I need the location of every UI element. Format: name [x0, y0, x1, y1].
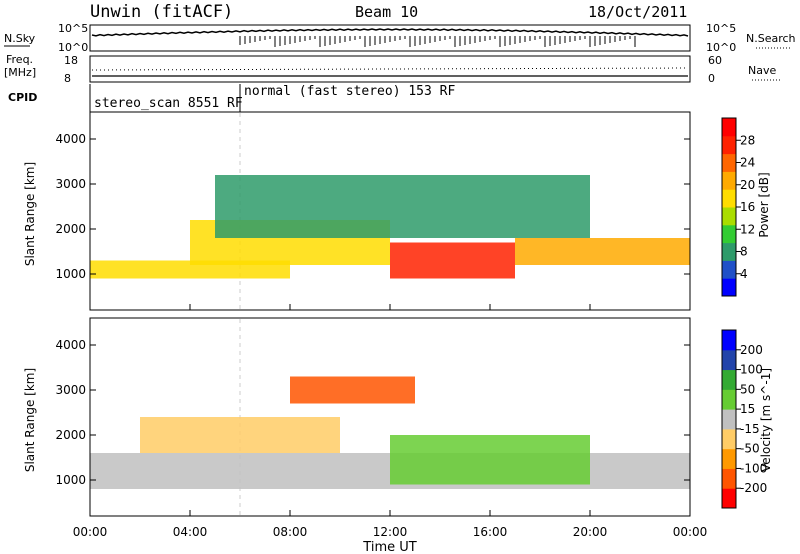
colorbar-tick-label: 200 — [740, 343, 763, 357]
nsky-tick-low: 10^0 — [58, 41, 88, 54]
nsky-frame — [89, 24, 691, 52]
colorbar-swatch — [722, 409, 736, 430]
nsky-label: N.Sky — [4, 32, 36, 45]
power-data-layer — [90, 113, 690, 309]
y-tick-label: 1000 — [55, 473, 86, 487]
colorbar-tick-label: 24 — [740, 156, 755, 170]
colorbar-tick-label: -100 — [740, 461, 767, 475]
colorbar-swatch — [722, 468, 736, 489]
y-tick-label: 2000 — [55, 428, 86, 442]
colorbar-tick-label: -15 — [740, 422, 760, 436]
nsearch-tick-high: 10^5 — [706, 22, 736, 35]
nave-tick-high: 60 — [708, 54, 722, 67]
colorbar-swatch — [722, 349, 736, 371]
colorbar-swatch — [722, 330, 736, 351]
nsky-tick-high: 10^5 — [58, 22, 88, 35]
cpid-segment-1: stereo_scan 8551 RF — [94, 96, 243, 111]
colorbar-tick-label: 100 — [740, 363, 763, 377]
cpid-label: CPID — [8, 91, 37, 104]
velocity-ylabel: Slant Range [km] — [23, 368, 37, 472]
power-panel: 1000 2000 3000 4000 Slant Range [km] 28 24 20… — [23, 111, 771, 311]
nave-label: Nave — [748, 64, 776, 77]
colorbar-swatch — [722, 389, 736, 410]
velocity-region — [140, 417, 340, 453]
colorbar-tick-label: -200 — [740, 481, 767, 495]
colorbar-swatch — [722, 153, 736, 172]
power-ylabel: Slant Range [km] — [23, 162, 37, 266]
power-region — [215, 175, 590, 238]
velocity-y-axis: 1000 2000 3000 4000 — [55, 338, 690, 487]
nsky-panel: N.Sky 10^5 10^0 10^5 10^0 N.Search — [4, 22, 796, 54]
cpid-panel: CPID stereo_scan 8551 RF normal (fast st… — [8, 84, 455, 112]
power-colorbar: 28 24 20 16 12 8 4 — [721, 117, 755, 297]
power-colorbar-label: Power [dB] — [757, 172, 771, 237]
colorbar-tick-label: 50 — [740, 382, 755, 396]
velocity-panel: 1000 2000 3000 4000 Slant Range [km] 200 100… — [23, 317, 773, 517]
colorbar-swatch — [722, 224, 736, 244]
cpid-segment-2: normal (fast stereo) 153 RF — [244, 84, 455, 99]
colorbar-swatch — [722, 135, 736, 155]
power-region — [515, 238, 690, 265]
y-tick-label: 3000 — [55, 383, 86, 397]
y-tick-label: 1000 — [55, 267, 86, 281]
velocity-data-layer — [90, 319, 690, 515]
colorbar-tick-label: 28 — [740, 133, 755, 147]
nave-tick-low: 0 — [708, 72, 715, 85]
x-tick-label: 04:00 — [173, 525, 208, 539]
freq-unit: [MHz] — [4, 66, 36, 79]
colorbar-tick-label: 16 — [740, 200, 755, 214]
y-tick-label: 2000 — [55, 222, 86, 236]
colorbar-tick-label: 8 — [740, 245, 748, 259]
colorbar-swatch — [722, 428, 736, 450]
colorbar-swatch — [722, 189, 736, 208]
station-title: Unwin (fitACF) — [90, 2, 233, 22]
x-axis: 00:00 04:00 08:00 12:00 16:00 20:00 00:00 — [73, 304, 708, 539]
colorbar-swatch — [722, 369, 736, 390]
power-y-axis: 1000 2000 3000 4000 — [55, 132, 690, 281]
nave-trace — [91, 67, 689, 71]
colorbar-frame — [721, 329, 737, 509]
freq-label: Freq. — [6, 53, 33, 66]
x-tick-label: 08:00 — [273, 525, 308, 539]
colorbar-tick-label: 12 — [740, 222, 755, 236]
x-tick-label: 12:00 — [373, 525, 408, 539]
colorbar-swatch — [722, 448, 736, 469]
colorbar-swatch — [722, 488, 736, 509]
nsky-trace — [91, 28, 689, 47]
velocity-region — [390, 435, 590, 485]
nsearch-tick-low: 10^0 — [706, 41, 736, 54]
y-tick-label: 4000 — [55, 338, 86, 352]
colorbar-tick-label: -50 — [740, 442, 760, 456]
colorbar-swatch — [722, 171, 736, 190]
date-title: 18/Oct/2011 — [588, 3, 687, 21]
nsky-line — [91, 28, 689, 37]
colorbar-swatch — [722, 118, 736, 137]
colorbar-tick-label: 20 — [740, 178, 755, 192]
colorbar-swatch — [722, 242, 736, 261]
colorbar-tick-label: 4 — [740, 267, 748, 281]
freq-frame — [89, 55, 691, 83]
colorbar-swatch — [722, 278, 736, 297]
power-region — [390, 242, 515, 279]
x-tick-label: 16:00 — [473, 525, 508, 539]
velocity-colorbar: 200 100 50 15 -15 -50 -100 -200 — [721, 329, 767, 509]
freq-tick-low: 8 — [64, 72, 71, 85]
velocity-colorbar-label: Velocity [m s^-1] — [759, 368, 773, 472]
x-axis-label: Time UT — [362, 540, 416, 554]
colorbar-swatch — [722, 260, 736, 279]
x-tick-label: 20:00 — [573, 525, 608, 539]
x-tick-label: 00:00 — [73, 525, 108, 539]
freq-panel: Freq. [MHz] 18 8 60 0 Nave — [4, 53, 780, 85]
y-tick-label: 3000 — [55, 177, 86, 191]
x-tick-label: 00:00 — [673, 525, 708, 539]
y-tick-label: 4000 — [55, 132, 86, 146]
beam-title: Beam 10 — [355, 3, 418, 21]
nsearch-label: N.Search — [746, 32, 796, 45]
freq-tick-high: 18 — [64, 54, 78, 67]
colorbar-swatch — [722, 207, 736, 226]
velocity-region — [290, 376, 415, 404]
colorbar-tick-label: 15 — [740, 402, 755, 416]
